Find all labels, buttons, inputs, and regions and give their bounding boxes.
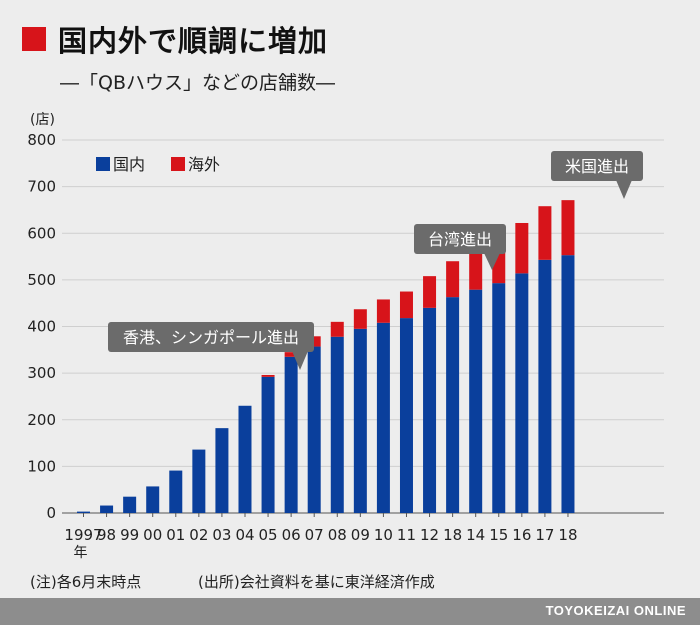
x-tick-label: 03 bbox=[212, 526, 231, 544]
bar-overseas bbox=[353, 309, 367, 329]
x-tick-label: 15 bbox=[489, 526, 508, 544]
callout-pointer bbox=[616, 180, 632, 199]
legend-label-domestic: 国内 bbox=[113, 155, 145, 174]
x-tick-label: 07 bbox=[305, 526, 324, 544]
bar-domestic bbox=[353, 328, 367, 513]
legend-swatch-overseas bbox=[171, 157, 185, 171]
y-axis-unit: (店) bbox=[30, 112, 55, 128]
callout-pointer bbox=[292, 351, 308, 370]
callout-box bbox=[108, 322, 314, 352]
bar-domestic bbox=[169, 470, 183, 513]
bar-overseas bbox=[284, 352, 298, 357]
legend-swatch-domestic bbox=[96, 157, 110, 171]
x-tick-label: 11 bbox=[397, 526, 416, 544]
callout-box bbox=[551, 151, 643, 181]
bar-overseas bbox=[307, 336, 321, 347]
footnote: (注)各6月末時点 bbox=[30, 573, 142, 591]
bar-overseas bbox=[261, 374, 275, 377]
bar-domestic bbox=[307, 346, 321, 513]
x-tick-label: 08 bbox=[328, 526, 347, 544]
y-tick-label: 0 bbox=[46, 504, 56, 522]
bar-domestic bbox=[261, 376, 275, 513]
bar-domestic bbox=[284, 356, 298, 513]
bar-domestic bbox=[538, 259, 552, 513]
bar-domestic bbox=[376, 322, 390, 513]
bar-overseas bbox=[561, 200, 575, 256]
x-tick-label: 17 bbox=[535, 526, 554, 544]
x-tick-label: 04 bbox=[235, 526, 254, 544]
x-tick-label: 06 bbox=[282, 526, 301, 544]
callout-label: 台湾進出 bbox=[428, 230, 492, 249]
y-tick-label: 700 bbox=[27, 178, 56, 196]
callout-box bbox=[414, 224, 506, 254]
bar-overseas bbox=[446, 261, 460, 298]
bar-domestic bbox=[515, 273, 529, 513]
y-tick-label: 300 bbox=[27, 364, 56, 382]
brand-label: TOYOKEIZAI ONLINE bbox=[545, 603, 686, 618]
y-tick-label: 200 bbox=[27, 411, 56, 429]
bar-domestic bbox=[399, 318, 413, 513]
x-tick-label: 10 bbox=[374, 526, 393, 544]
callout-label: 米国進出 bbox=[565, 157, 629, 176]
bar-overseas bbox=[330, 321, 344, 337]
bar-domestic bbox=[469, 289, 483, 513]
bar-domestic bbox=[330, 336, 344, 513]
callout-label: 香港、シンガポール進出 bbox=[123, 328, 299, 347]
bar-domestic bbox=[192, 449, 206, 513]
bar-domestic bbox=[492, 283, 506, 513]
y-tick-label: 100 bbox=[27, 457, 56, 475]
x-tick-suffix: 年 bbox=[74, 545, 88, 561]
x-tick-label: 01 bbox=[166, 526, 185, 544]
x-tick-label: 14 bbox=[466, 526, 485, 544]
x-tick-label: 16 bbox=[512, 526, 531, 544]
bar-overseas bbox=[423, 276, 437, 308]
title-text: 国内外で順調に増加 bbox=[58, 24, 329, 58]
chart-title: 国内外で順調に増加 bbox=[22, 18, 328, 60]
y-tick-label: 500 bbox=[27, 271, 56, 289]
bar-domestic bbox=[100, 505, 114, 513]
y-tick-label: 600 bbox=[27, 224, 56, 242]
bar-domestic bbox=[238, 405, 252, 513]
bar-domestic bbox=[561, 255, 575, 513]
x-tick-label: 09 bbox=[351, 526, 370, 544]
callout-pointer bbox=[484, 253, 500, 270]
x-tick-label: 18 bbox=[443, 526, 462, 544]
footer-bar: TOYOKEIZAI ONLINE bbox=[0, 598, 700, 625]
x-tick-label: 12 bbox=[420, 526, 439, 544]
x-tick-label: 98 bbox=[97, 526, 116, 544]
y-tick-label: 400 bbox=[27, 318, 56, 336]
bar-domestic bbox=[77, 511, 90, 513]
x-tick-label: 05 bbox=[259, 526, 278, 544]
bar-overseas bbox=[469, 250, 483, 290]
legend-label-overseas: 海外 bbox=[188, 155, 220, 174]
bar-overseas bbox=[515, 222, 529, 274]
x-tick-label: 99 bbox=[120, 526, 139, 544]
x-tick-label: 18 bbox=[558, 526, 577, 544]
bar-domestic bbox=[215, 428, 229, 513]
x-tick-label: 00 bbox=[143, 526, 162, 544]
y-tick-label: 800 bbox=[27, 131, 56, 149]
x-tick-label: 1997 bbox=[64, 526, 102, 544]
bar-domestic bbox=[123, 496, 137, 513]
chart-subtitle: ―「QBハウス」などの店舗数― bbox=[60, 72, 335, 94]
source-note: (出所)会社資料を基に東洋経済作成 bbox=[198, 573, 435, 591]
bar-domestic bbox=[423, 307, 437, 513]
bar-domestic bbox=[146, 486, 160, 513]
bar-domestic bbox=[446, 297, 460, 513]
bar-overseas bbox=[399, 291, 413, 319]
x-tick-label: 02 bbox=[189, 526, 208, 544]
bar-overseas bbox=[376, 299, 390, 323]
title-marker bbox=[22, 27, 46, 51]
bar-overseas bbox=[538, 206, 552, 260]
